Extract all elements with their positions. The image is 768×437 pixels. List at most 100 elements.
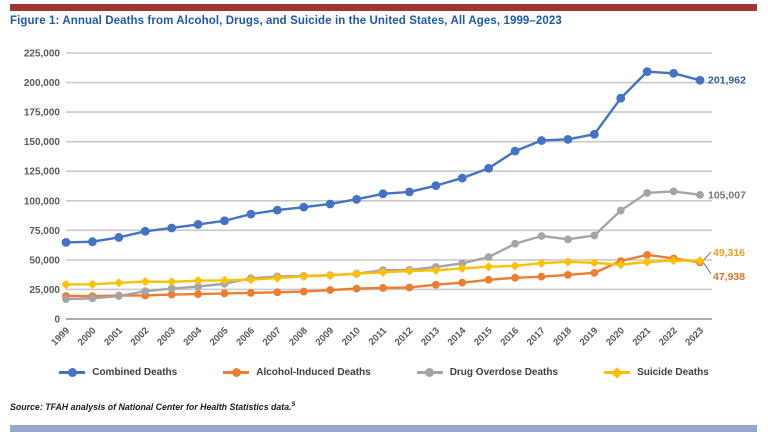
series-point <box>299 287 308 296</box>
legend-item-combined: Combined Deaths <box>59 367 177 378</box>
series-point <box>299 202 309 212</box>
x-axis-year-label: 2011 <box>367 325 390 348</box>
series-point <box>484 163 494 173</box>
top-accent-bar <box>10 4 757 11</box>
drug-overdose-series-marker-icon <box>416 368 443 378</box>
figure-title: Figure 1: Annual Deaths from Alcohol, Dr… <box>10 15 562 27</box>
series-point <box>167 284 176 293</box>
label-leader-line <box>703 262 712 275</box>
series-point <box>643 188 652 197</box>
legend-label-drug-overdose: Drug Overdose Deaths <box>449 367 559 378</box>
series-point <box>220 289 229 298</box>
x-axis-year-label: 2023 <box>683 325 706 348</box>
series-point <box>140 226 150 236</box>
x-axis-year-label: 2002 <box>129 325 152 348</box>
series-point <box>246 275 256 285</box>
combined-series-marker-icon <box>59 368 86 378</box>
series-point <box>695 75 705 85</box>
series-point <box>88 237 97 247</box>
x-axis-year-label: 2008 <box>287 325 310 348</box>
label-leader-line <box>703 251 712 261</box>
source-note: Source: TFAH analysis of National Center… <box>10 401 295 412</box>
series-point <box>563 257 573 267</box>
series-point <box>352 284 361 293</box>
series-point <box>273 288 282 297</box>
series-point <box>193 220 203 229</box>
x-axis-year-label: 2022 <box>657 325 680 348</box>
series-end-label: 201,962 <box>708 75 746 87</box>
series-line-combined-deaths <box>65 70 701 244</box>
series-point <box>457 263 467 274</box>
series-point <box>616 206 625 215</box>
y-axis-tick-label: 100,000 <box>24 196 61 207</box>
series-point <box>642 67 652 77</box>
series-point <box>589 258 599 268</box>
series-point <box>351 269 362 279</box>
series-point <box>643 250 652 259</box>
x-axis-year-label: 2020 <box>604 325 627 348</box>
legend-item-alcohol: Alcohol-Induced Deaths <box>223 367 371 378</box>
series-point <box>140 276 150 287</box>
series-point <box>378 267 388 277</box>
y-axis-tick-label: 125,000 <box>24 167 61 178</box>
x-axis-year-label: 2012 <box>393 325 416 348</box>
series-point <box>510 261 520 271</box>
series-point <box>484 262 494 272</box>
series-point <box>194 282 202 291</box>
series-point <box>219 275 230 286</box>
series-point <box>325 270 335 280</box>
series-point <box>61 238 71 247</box>
series-point <box>378 189 388 199</box>
series-point <box>246 209 256 219</box>
series-point <box>404 266 415 276</box>
legend-item-suicide: Suicide Deaths <box>604 366 709 379</box>
series-point <box>167 277 177 287</box>
chart-legend: Combined Deaths Alcohol-Induced Deaths D… <box>0 366 768 379</box>
series-point <box>563 134 573 144</box>
series-point <box>484 275 493 284</box>
legend-item-drug-overdose: Drug Overdose Deaths <box>416 367 559 378</box>
x-axis-year-label: 2019 <box>578 325 601 348</box>
x-axis-year-label: 2018 <box>551 325 574 348</box>
series-point <box>141 287 150 296</box>
series-point <box>299 271 309 281</box>
series-point <box>458 278 467 287</box>
series-point <box>405 283 414 292</box>
series-point <box>668 255 679 266</box>
x-axis-year-label: 2007 <box>261 325 284 348</box>
series-point <box>669 187 678 196</box>
legend-label-alcohol: Alcohol-Induced Deaths <box>256 367 371 378</box>
x-axis-year-label: 2014 <box>446 325 469 348</box>
series-point <box>431 181 441 191</box>
x-axis-year-label: 2001 <box>102 325 125 348</box>
series-point <box>62 295 70 303</box>
series-point <box>537 232 546 240</box>
x-axis-year-label: 2000 <box>76 325 99 348</box>
series-point <box>457 173 467 183</box>
series-point <box>272 273 282 283</box>
suicide-series-marker-icon <box>604 366 631 379</box>
y-axis-tick-label: 175,000 <box>24 108 61 119</box>
series-point <box>511 239 519 248</box>
series-point <box>616 93 626 103</box>
series-point <box>616 260 626 270</box>
x-axis-year-label: 2004 <box>181 325 204 348</box>
series-point <box>669 68 678 78</box>
series-point <box>458 259 467 268</box>
x-axis-year-label: 2006 <box>234 325 257 348</box>
series-point <box>589 129 599 139</box>
series-point <box>114 278 124 288</box>
series-end-label: 105,007 <box>708 189 746 201</box>
series-point <box>696 190 704 199</box>
y-axis-tick-label: 0 <box>54 315 60 326</box>
series-point <box>193 276 203 286</box>
series-point <box>114 292 123 300</box>
series-end-label: 49,316 <box>713 247 745 259</box>
legend-label-combined: Combined Deaths <box>92 367 178 378</box>
series-point <box>114 233 124 242</box>
bottom-accent-bar <box>10 425 757 432</box>
series-point <box>537 136 546 145</box>
